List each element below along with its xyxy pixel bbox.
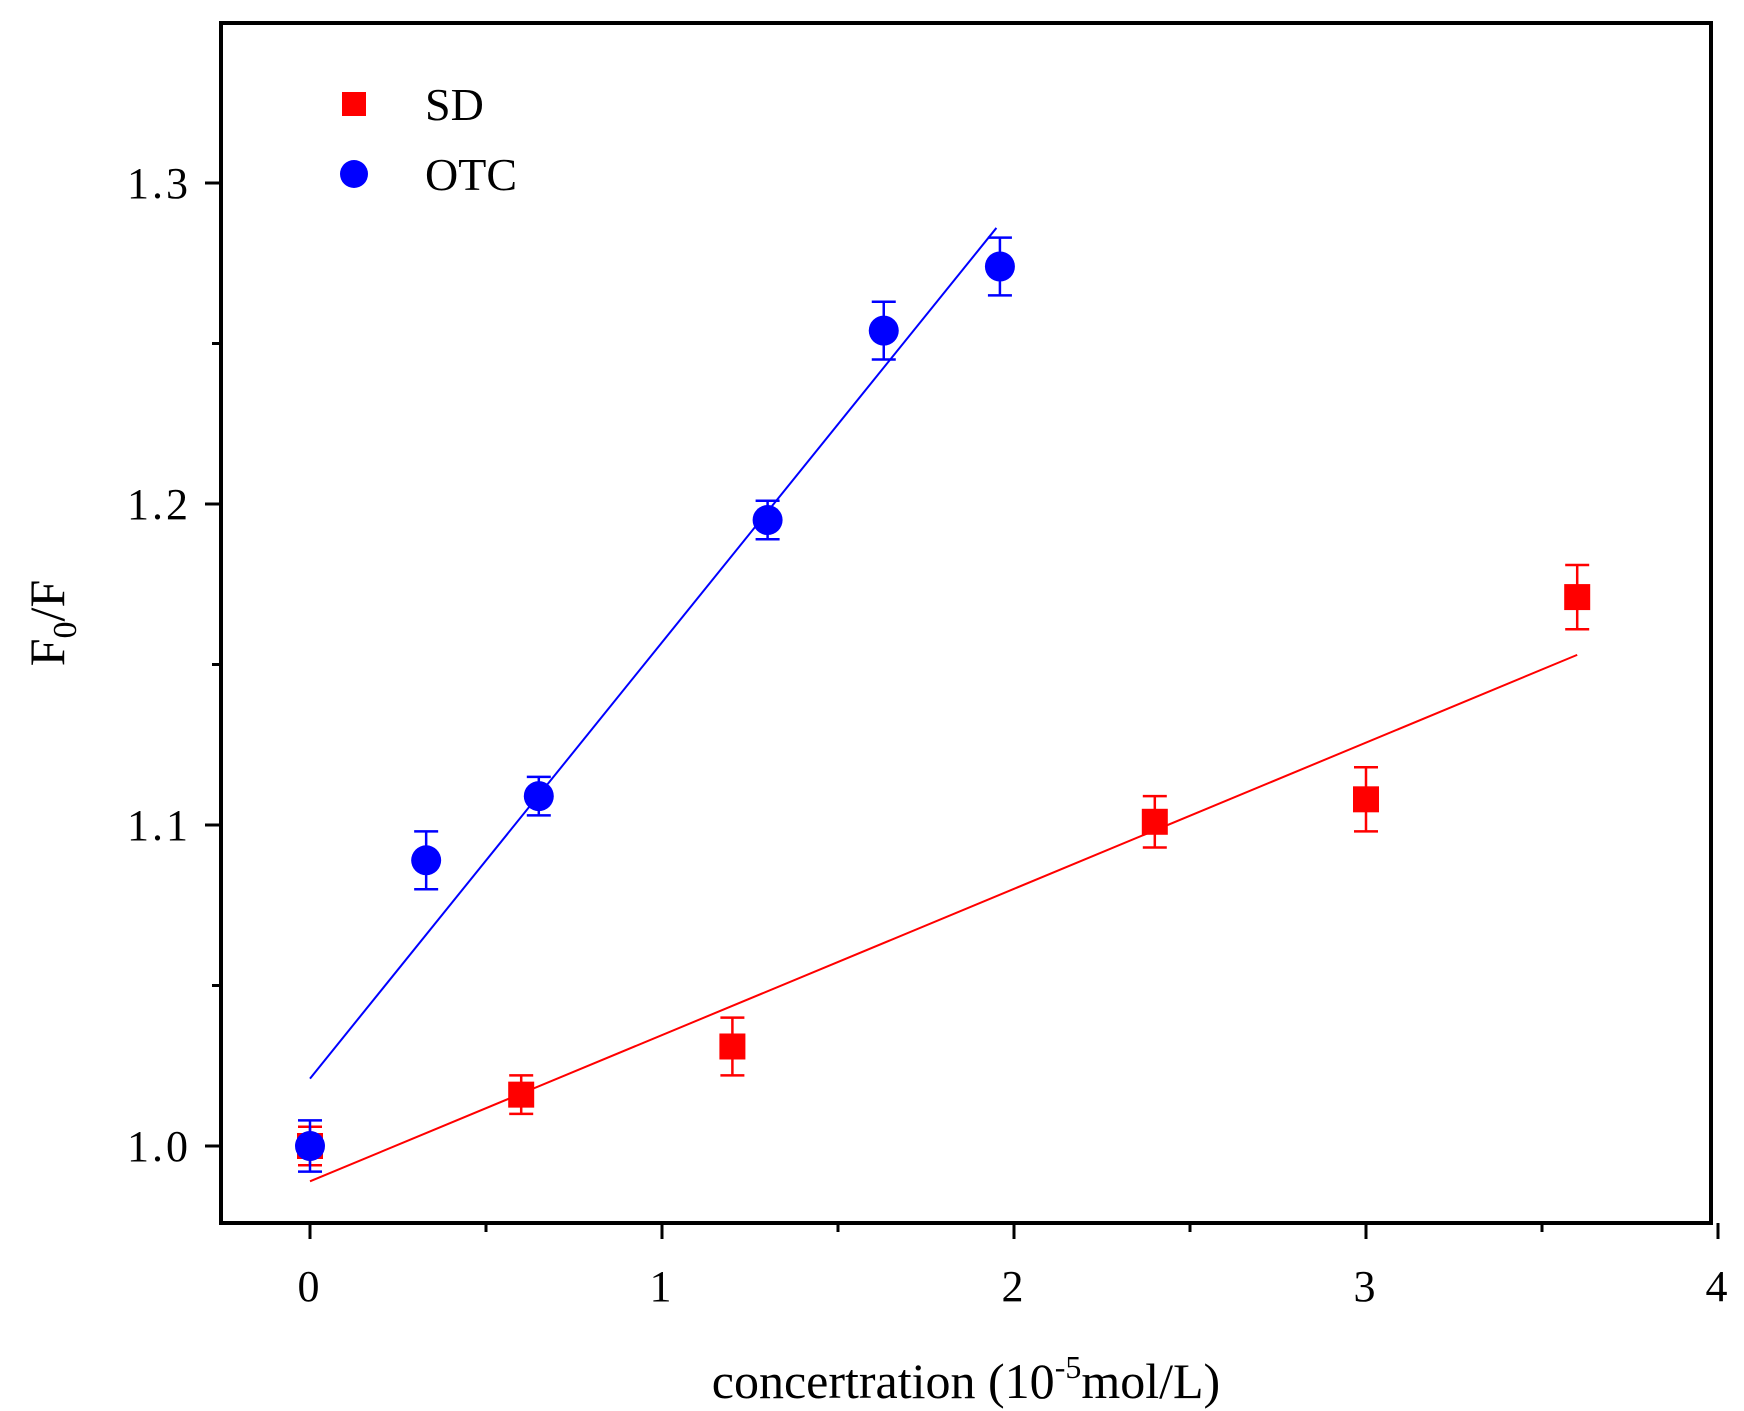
x-tick-label: 1 — [650, 1262, 675, 1311]
x-tick-label: 0 — [298, 1262, 323, 1311]
data-points — [295, 238, 1590, 1172]
marker-circle — [985, 251, 1015, 281]
legend-label-otc: OTC — [425, 149, 517, 200]
axis-ticks: 0 1 2 3 4 1.0 1.1 1.2 1.3 — [127, 159, 1731, 1311]
y-axis-title-main: F — [19, 638, 75, 666]
y-tick-label: 1.2 — [127, 480, 191, 529]
fit-lines — [310, 228, 1577, 1181]
marker-square — [1142, 809, 1168, 835]
data-point-otc — [869, 302, 899, 360]
plot-frame — [221, 23, 1711, 1223]
x-tick-label: 3 — [1354, 1262, 1379, 1311]
data-point-sd — [508, 1075, 534, 1114]
marker-square — [719, 1033, 745, 1059]
marker-circle — [869, 316, 899, 346]
y-tick-label: 1.1 — [127, 801, 191, 850]
y-axis-title-rest: /F — [19, 580, 75, 622]
data-point-sd — [1564, 565, 1590, 629]
legend-item-otc: OTC — [340, 149, 517, 200]
data-point-sd — [1142, 796, 1168, 847]
legend: SD OTC — [340, 79, 517, 200]
x-tick-label: 4 — [1706, 1262, 1731, 1311]
data-point-sd — [1353, 767, 1379, 831]
y-axis-title-subscript: 0 — [47, 621, 84, 638]
x-axis-title: concertration (10-5mol/L) — [712, 1349, 1220, 1409]
data-point-otc — [295, 1120, 325, 1171]
x-axis-title-superscript: -5 — [1055, 1349, 1082, 1385]
x-tick-label: 2 — [1002, 1262, 1027, 1311]
marker-circle — [524, 781, 554, 811]
marker-square — [1353, 786, 1379, 812]
marker-square — [1564, 584, 1590, 610]
data-point-otc — [753, 501, 783, 540]
x-axis-title-rest: mol/L) — [1081, 1353, 1220, 1409]
marker-circle — [753, 505, 783, 535]
y-axis-title: F0/F — [19, 580, 84, 667]
legend-item-sd: SD — [342, 79, 484, 130]
legend-marker-square — [342, 92, 366, 116]
y-tick-label: 1.0 — [127, 1122, 191, 1171]
legend-label-sd: SD — [425, 79, 484, 130]
y-tick-label: 1.3 — [127, 159, 191, 208]
legend-marker-circle — [340, 160, 368, 188]
data-point-sd — [719, 1018, 745, 1076]
fit-line-otc — [310, 228, 996, 1079]
data-point-otc — [411, 831, 441, 889]
marker-circle — [411, 845, 441, 875]
data-point-otc — [985, 238, 1015, 296]
marker-circle — [295, 1131, 325, 1161]
marker-square — [508, 1082, 534, 1108]
fit-line-sd — [310, 655, 1577, 1181]
x-axis-title-main: concertration (10 — [712, 1353, 1055, 1409]
